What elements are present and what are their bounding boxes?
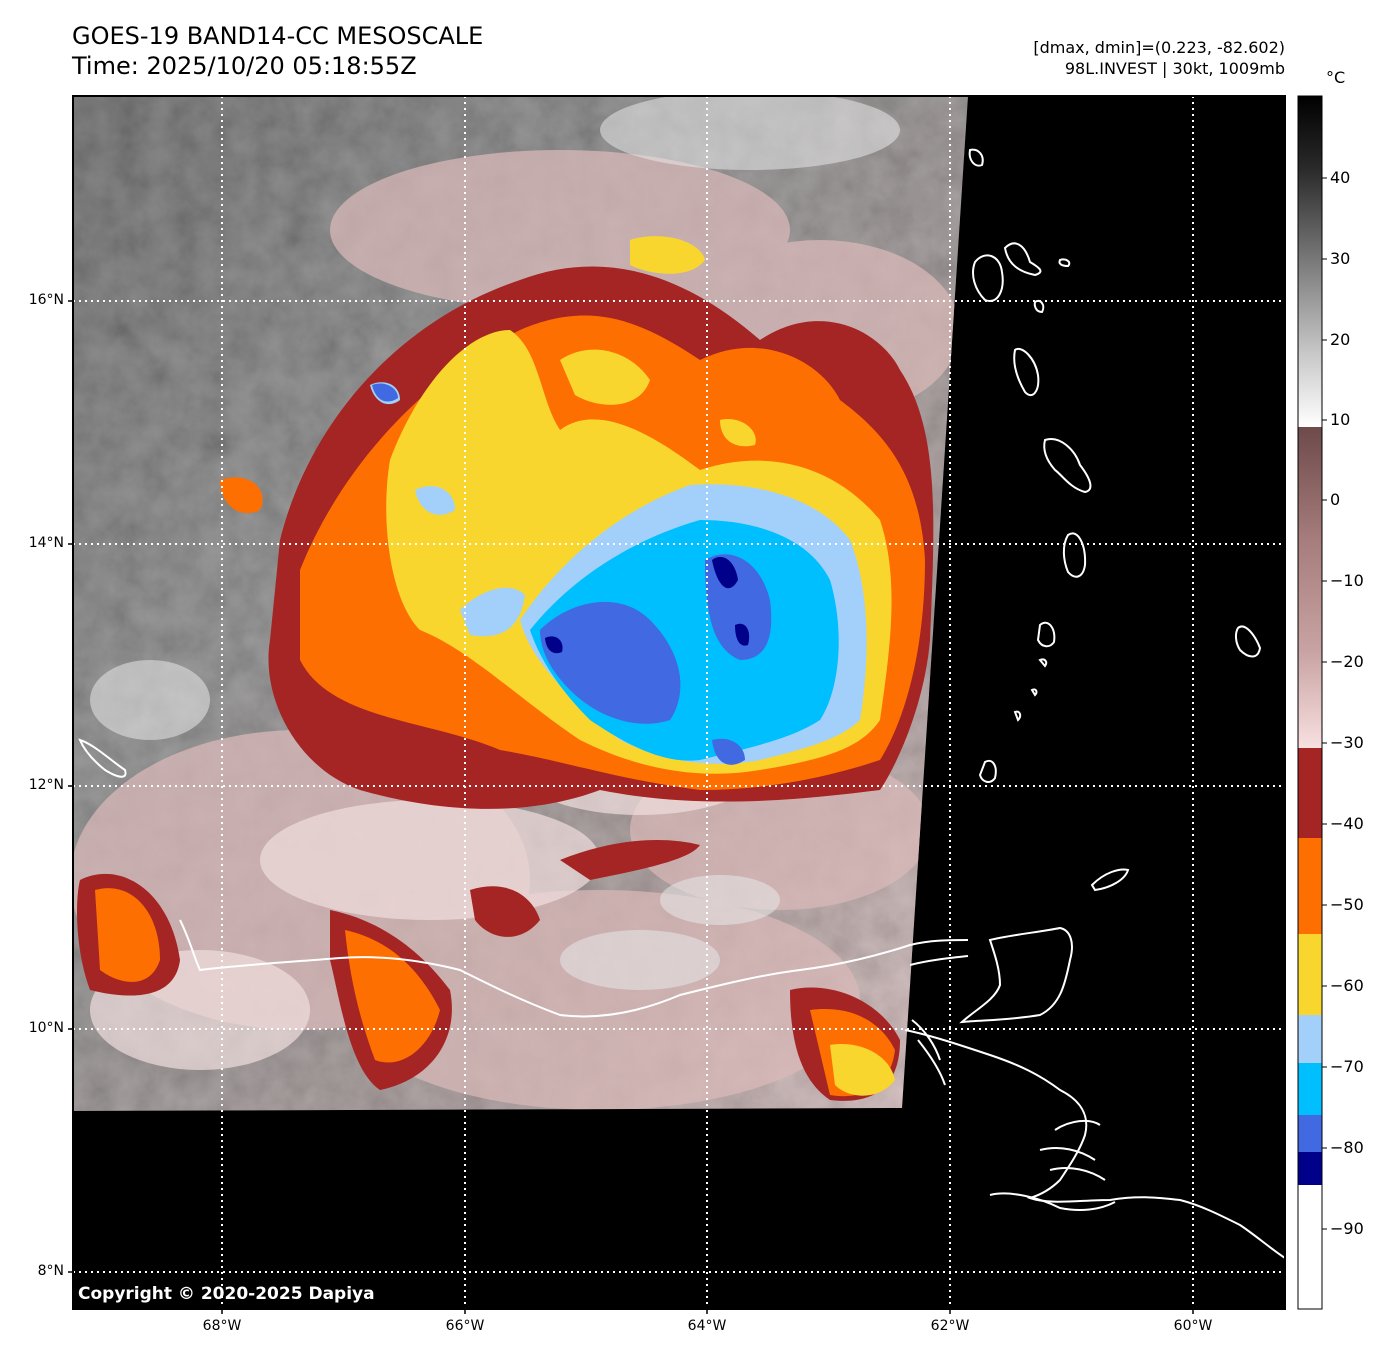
lon-label-64w: 64°W <box>687 1318 727 1334</box>
colorbar-band-darkblue <box>1298 1152 1322 1185</box>
barbados-coastline <box>1234 625 1262 658</box>
scan-time: Time: 2025/10/20 05:18:55Z <box>72 52 417 80</box>
colorbar-band-skyblue <box>1298 1063 1322 1115</box>
lat-label-16n: 16°N <box>28 292 64 308</box>
colorbar-label: 30 <box>1330 249 1351 268</box>
lon-label-60w: 60°W <box>1173 1318 1213 1334</box>
colorbar-label: −10 <box>1330 571 1364 590</box>
copyright-notice: Copyright © 2020-2025 Dapiya <box>78 1284 375 1304</box>
product-title: GOES-19 BAND14-CC MESOSCALE <box>72 22 484 50</box>
imagery-swath <box>73 96 968 1111</box>
lat-label-10n: 10°N <box>28 1020 64 1036</box>
colorbar-label: −30 <box>1330 733 1364 752</box>
colorbar-unit: °C <box>1326 68 1346 87</box>
martinique-coastline <box>1043 438 1092 494</box>
coastlines <box>78 148 1285 1259</box>
colorbar-band-yellow <box>1298 934 1322 1015</box>
mainland-coastline <box>179 919 969 1018</box>
colorbar-label: 20 <box>1330 330 1351 349</box>
deep-convection <box>77 236 934 1101</box>
map-frame <box>72 95 1286 1310</box>
graticule <box>73 96 1285 1309</box>
colorbar-label: 10 <box>1330 410 1351 429</box>
grenada-coastline <box>978 759 997 783</box>
lon-label-62w: 62°W <box>930 1318 970 1334</box>
saint-vincent-coastline <box>1036 621 1056 648</box>
lat-label-12n: 12°N <box>28 777 64 793</box>
venezuela-coastline <box>904 1029 1285 1259</box>
colorbar-frame <box>1297 95 1323 1310</box>
colorbar-band-white <box>1298 1185 1322 1309</box>
colorbar-band-lightblue <box>1298 1015 1322 1063</box>
tobago-coastline <box>1090 868 1130 892</box>
lon-label-68w: 68°W <box>202 1318 242 1334</box>
lon-label-66w: 66°W <box>445 1318 485 1334</box>
colorbar-band-royalblue <box>1298 1115 1322 1152</box>
curacao-coastline <box>78 738 127 778</box>
storm-info: 98L.INVEST | 30kt, 1009mb <box>1064 59 1285 78</box>
data-range-stats: [dmax, dmin]=(0.223, -82.602) <box>1033 38 1285 57</box>
colorbar-band-orange <box>1298 838 1322 934</box>
colorbar-label: −90 <box>1330 1219 1364 1238</box>
colorbar-band-darkred <box>1298 748 1322 838</box>
lat-label-14n: 14°N <box>28 535 64 551</box>
colorbar-label: −40 <box>1330 814 1364 833</box>
colorbar-label: 40 <box>1330 168 1351 187</box>
colorbar-label: −20 <box>1330 652 1364 671</box>
colorbar-band-pink-brown <box>1298 427 1322 748</box>
colorbar-label: −50 <box>1330 895 1364 914</box>
lat-label-8n: 8°N <box>37 1263 64 1279</box>
colorbar-label: −80 <box>1330 1138 1364 1157</box>
colorbar <box>1297 95 1327 1310</box>
dominica-coastline <box>1013 347 1040 397</box>
colorbar-label: −70 <box>1330 1057 1364 1076</box>
guadeloupe-coastline <box>972 254 1004 302</box>
colorbar-band-grayscale <box>1298 96 1322 427</box>
colorbar-label: −60 <box>1330 976 1364 995</box>
trinidad-coastline <box>959 926 1073 1024</box>
saint-lucia-coastline <box>1062 532 1087 578</box>
colorbar-label: 0 <box>1330 490 1341 509</box>
